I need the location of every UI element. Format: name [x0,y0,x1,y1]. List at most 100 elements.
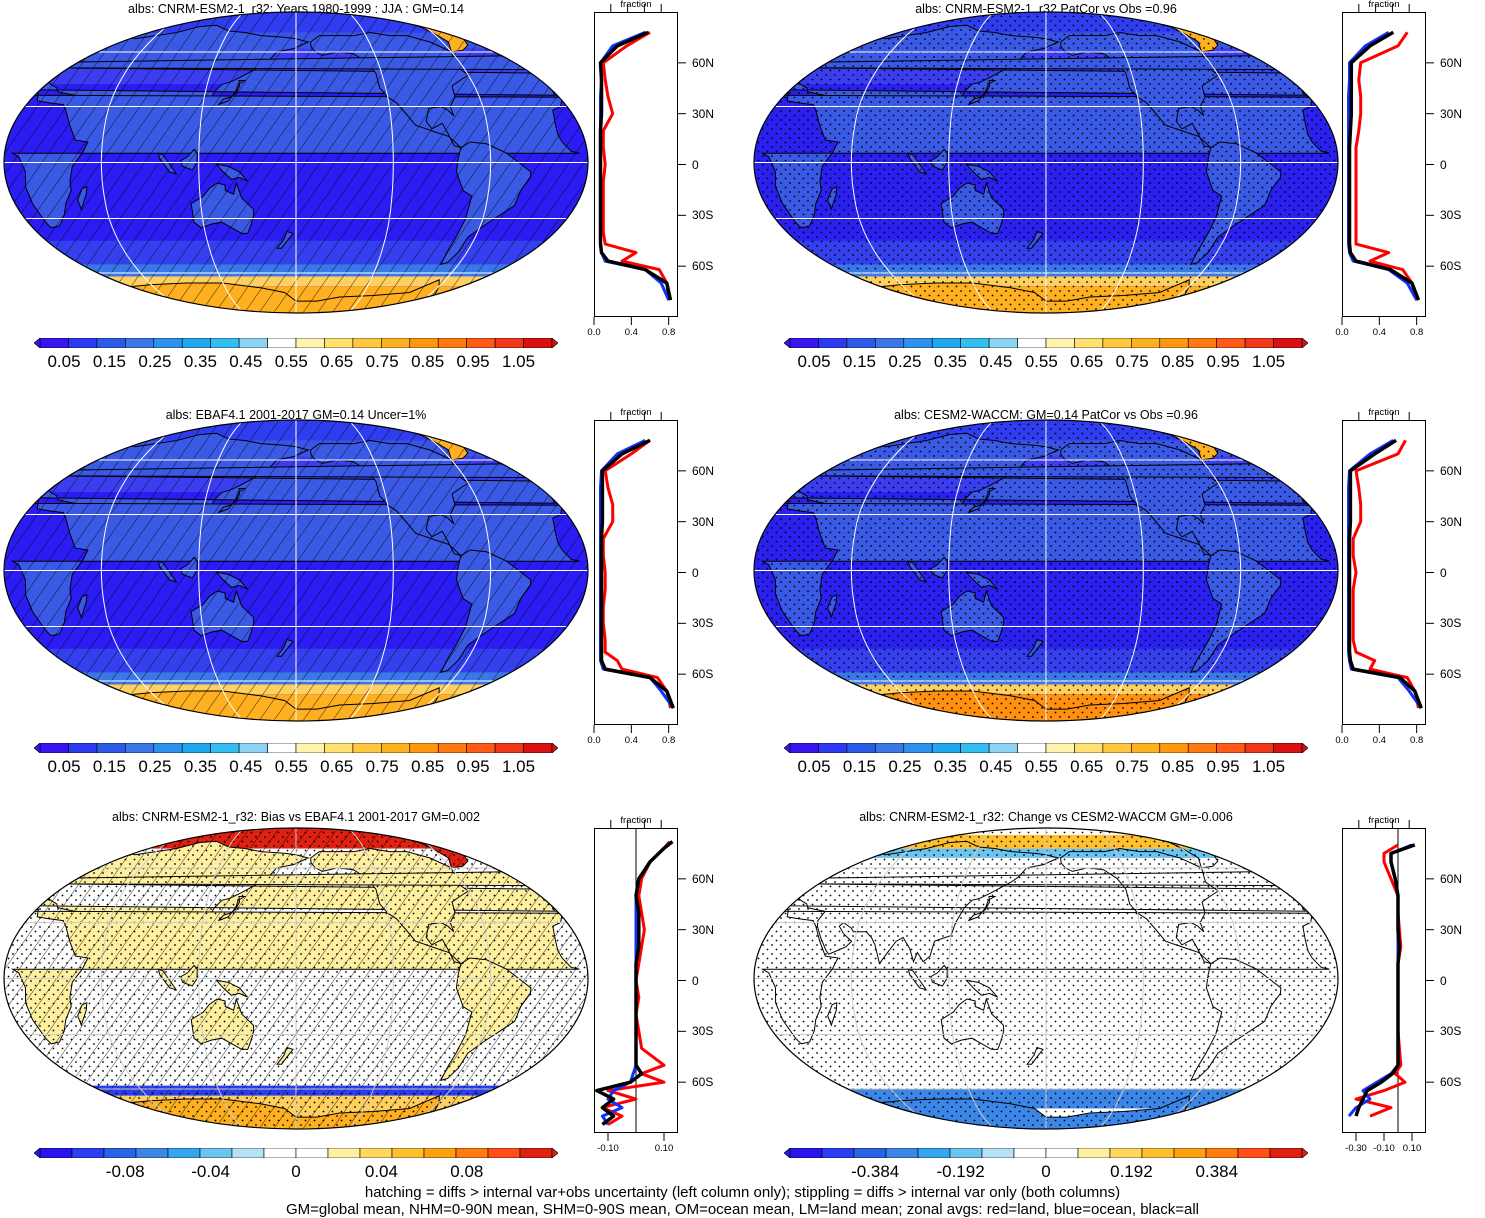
colorbar-label: 0.55 [1024,352,1058,371]
colorbar-label: 0.15 [92,757,126,776]
colorbar-cell [352,338,382,348]
graticule [4,828,588,1129]
lat-label: 60N [1440,463,1463,478]
meridian-line [399,12,492,313]
lat-label: 60N [1440,55,1463,70]
colorbar-cell [1205,1148,1239,1158]
zonal-series-all [599,438,675,709]
colorbar-cell [210,338,240,348]
zonal-series-all [1347,30,1421,301]
colorbar-cell [125,338,155,348]
colorbar-label: 0.75 [365,352,399,371]
lat-label: 30N [1440,922,1463,937]
colorbar-cell [1102,338,1132,348]
panel-title: albs: CESM2-WACCM: GM=0.14 PatCor vs Obs… [894,408,1198,422]
lat-label: 30N [692,922,715,937]
colorbar-cell [885,1148,919,1158]
colorbar-label: 0 [291,1162,301,1181]
colorbar-label: 0.45 [229,757,263,776]
zonal-x-tick-label: 0.0 [587,327,601,338]
zonal-title: fraction [620,815,652,826]
colorbar-cell [1077,1148,1111,1158]
zonal-series-all [598,30,673,301]
map-projection [753,11,1339,314]
lat-label: 0 [1440,973,1447,988]
lat-label: 60S [1440,667,1462,682]
colorbar-cell [903,743,933,753]
colorbar-cell [96,743,126,753]
colorbar-cell [391,1148,425,1158]
meridian-line [198,828,245,1129]
zonal-frame [1342,420,1426,725]
colorbar-cell [988,743,1018,753]
colorbar-cell [818,338,848,348]
zonal-series-ocean [599,438,675,709]
lat-label: 60N [1440,871,1463,886]
meridian-line [100,12,193,313]
meridian-line [100,828,193,1129]
lat-label: 30S [692,616,714,631]
colorbar-label: 0.35 [933,757,967,776]
colorbar-cell [295,743,325,753]
colorbar-label: 0.85 [411,352,445,371]
colorbar-label: 0.75 [1115,352,1149,371]
colorbar [34,1148,558,1158]
lat-label: 0 [1440,157,1447,172]
colorbar-left-end [784,338,791,348]
colorbar-right-end [1301,338,1308,348]
colorbar-label: 0.75 [1115,757,1149,776]
lat-label: 0 [692,565,699,580]
colorbar-label: 0.65 [1070,757,1104,776]
colorbar-label: 1.05 [501,352,536,371]
colorbar-label: 0.45 [979,352,1013,371]
map-border [3,419,589,722]
colorbar-label: -0.08 [105,1162,145,1181]
colorbar-label: 0.35 [183,757,217,776]
colorbar-label: 0.05 [47,757,81,776]
meridian-line [1149,420,1242,721]
zonal-series-land [1351,439,1420,709]
meridian-line [1097,12,1144,313]
map-projection [3,419,589,722]
meridian-line [948,828,995,1129]
lat-label: 30N [1440,514,1463,529]
colorbar-cell [409,338,439,348]
meridian-line [948,12,995,313]
colorbar-cell [1131,743,1161,753]
zonal-x-tick-label: 0.4 [1372,327,1386,338]
footer-line-2: GM=global mean, NHM=0-90N mean, SHM=0-90… [285,1201,1199,1218]
colorbar-cell [1173,1148,1207,1158]
colorbar-cell [1269,1148,1303,1158]
zonal-series-all [595,840,674,1126]
colorbar-cell [1141,1148,1175,1158]
lat-label: 0 [1440,565,1447,580]
colorbar-cell [267,743,297,753]
meridian-line [347,12,394,313]
panel-title: albs: CNRM-ESM2-1_r32: Change vs CESM2-W… [859,810,1233,824]
colorbar-cell [466,338,496,348]
colorbar-label: 0.65 [320,352,354,371]
colorbar-cell [1102,743,1132,753]
colorbar-cell [931,743,961,753]
colorbar-label: 0.55 [274,757,308,776]
lat-label: 30S [692,208,714,223]
colorbar-label: 0.95 [456,757,490,776]
colorbar-label: 0.55 [1024,757,1058,776]
colorbar-cell [295,338,325,348]
colorbar-cell [1244,338,1274,348]
colorbar-label: 0.95 [1206,757,1240,776]
colorbar-cell [409,743,439,753]
map-border [3,827,589,1130]
zonal-series-all [1354,843,1416,1117]
zonal-x-tick-label: -0.10 [597,1143,619,1154]
meridian-line [850,828,943,1129]
meridian-line [948,420,995,721]
zonal-x-tick-label: 0.4 [624,735,638,746]
meridian-line [1149,828,1242,1129]
colorbar-left-end [34,743,41,753]
colorbar-cell [523,743,553,753]
colorbar-cell [821,1148,855,1158]
colorbar-cell [494,338,524,348]
colorbar-cell [1045,338,1075,348]
colorbar-cell [789,743,819,753]
